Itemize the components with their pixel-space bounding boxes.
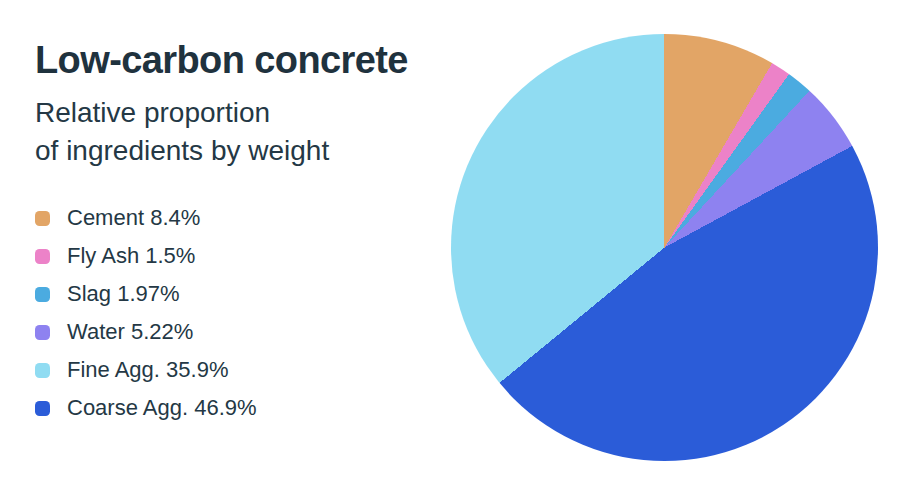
legend-label-water: Water 5.22% [67, 319, 193, 345]
legend-item-fine-agg: Fine Agg. 35.9% [35, 359, 435, 381]
legend-item-slag: Slag 1.97% [35, 283, 435, 305]
chart-subtitle-line2: of ingredients by weight [35, 135, 329, 166]
legend-swatch-water [35, 325, 50, 340]
legend-swatch-fine-agg [35, 363, 50, 378]
chart-subtitle-line1: Relative proportion [35, 97, 270, 128]
chart-subtitle: Relative proportion of ingredients by we… [35, 94, 435, 170]
legend-item-coarse-agg: Coarse Agg. 46.9% [35, 397, 435, 419]
legend-swatch-fly-ash [35, 249, 50, 264]
legend-swatch-slag [35, 287, 50, 302]
legend-label-slag: Slag 1.97% [67, 281, 180, 307]
chart-legend: Cement 8.4% Fly Ash 1.5% Slag 1.97% Wate… [35, 207, 435, 419]
legend-swatch-cement [35, 211, 50, 226]
legend-label-fly-ash: Fly Ash 1.5% [67, 243, 195, 269]
legend-item-water: Water 5.22% [35, 321, 435, 343]
legend-label-cement: Cement 8.4% [67, 205, 200, 231]
legend-item-cement: Cement 8.4% [35, 207, 435, 229]
page-title: Low-carbon concrete [35, 38, 435, 82]
legend-label-fine-agg: Fine Agg. 35.9% [67, 357, 228, 383]
legend-swatch-coarse-agg [35, 401, 50, 416]
legend-item-fly-ash: Fly Ash 1.5% [35, 245, 435, 267]
chart-info-panel: Low-carbon concrete Relative proportion … [35, 38, 435, 419]
pie-chart [451, 34, 878, 461]
legend-label-coarse-agg: Coarse Agg. 46.9% [67, 395, 257, 421]
